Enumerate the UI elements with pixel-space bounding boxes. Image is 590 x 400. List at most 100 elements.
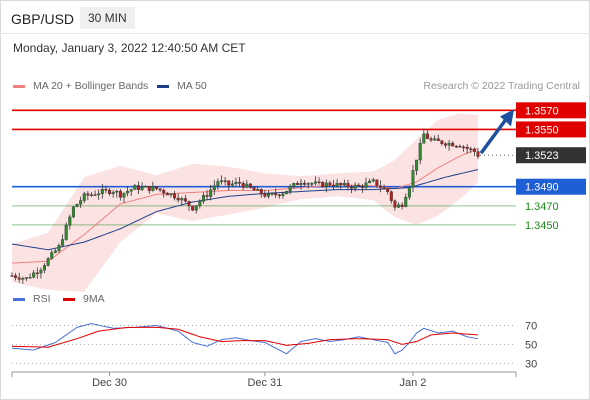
- candle-body: [375, 179, 379, 187]
- candle-body: [129, 189, 133, 192]
- candle-body: [43, 265, 47, 271]
- candle-body: [440, 140, 444, 144]
- candle-body: [288, 186, 292, 192]
- candle-body: [245, 183, 249, 188]
- candle-body: [324, 182, 328, 188]
- candle-body: [50, 252, 54, 259]
- candle-body: [321, 182, 325, 188]
- candle-body: [299, 182, 303, 186]
- candle-body: [263, 193, 267, 197]
- candle-body: [277, 194, 281, 197]
- candle-body: [386, 188, 390, 192]
- candle-body: [216, 181, 220, 186]
- candle-body: [75, 203, 79, 208]
- candle-body: [133, 185, 137, 190]
- candle-body: [118, 190, 122, 198]
- x-tick-label: Jan 2: [400, 377, 427, 389]
- candle-body: [306, 183, 310, 185]
- candle-body: [425, 133, 429, 139]
- candle-body: [104, 189, 108, 191]
- ma20-line: [11, 148, 479, 264]
- rsi-tick-label: 30: [525, 358, 537, 370]
- level-label-1-3490: 1.3490: [525, 182, 559, 194]
- candle-body: [270, 193, 274, 195]
- candle-body: [357, 184, 361, 187]
- candle-body: [10, 275, 14, 277]
- candle-body: [335, 182, 339, 187]
- candle-body: [220, 180, 224, 182]
- candle-body: [292, 183, 296, 187]
- ma9-swatch: [63, 297, 75, 301]
- candle-body: [364, 182, 368, 188]
- legend-9ma-label: 9MA: [83, 293, 105, 305]
- candle-body: [46, 258, 50, 266]
- candle-body: [469, 148, 473, 150]
- header-divider: [0, 33, 590, 34]
- candle-body: [303, 182, 307, 185]
- rsi-swatch: [13, 297, 25, 301]
- candle-body: [187, 201, 191, 207]
- candle-body: [472, 148, 476, 152]
- candle-body: [89, 194, 93, 196]
- candle-body: [108, 189, 112, 194]
- candle-body: [122, 192, 126, 198]
- candle-body: [256, 189, 260, 191]
- candle-body: [32, 272, 36, 278]
- candle-body: [382, 187, 386, 189]
- symbol-title: GBP/USD: [11, 11, 75, 27]
- candle-body: [230, 183, 234, 186]
- candle-body: [350, 186, 354, 189]
- timeframe-button[interactable]: 30 MIN: [80, 7, 135, 29]
- candle-body: [317, 181, 321, 184]
- level-label-1-3450: 1.3450: [525, 220, 559, 232]
- candle-body: [183, 198, 187, 202]
- candle-body: [223, 180, 227, 182]
- candle-body: [252, 187, 256, 191]
- last-price-label: 1.3523: [525, 150, 559, 162]
- candle-body: [339, 182, 343, 186]
- candle-body: [285, 190, 289, 195]
- candle-body: [418, 143, 422, 161]
- candle-body: [281, 193, 285, 196]
- candle-body: [176, 197, 180, 201]
- candle-body: [274, 193, 278, 196]
- candle-body: [259, 189, 263, 195]
- candle-body: [353, 184, 357, 189]
- candle-body: [57, 245, 61, 252]
- candle-body: [79, 200, 83, 205]
- candle-body: [433, 138, 437, 141]
- candle-body: [332, 184, 336, 187]
- candle-body: [465, 146, 469, 149]
- candle-body: [28, 277, 32, 279]
- level-box-1-3550: [516, 121, 586, 138]
- candle-body: [411, 170, 415, 188]
- level-box-1-3570: [516, 102, 586, 119]
- candle-body: [393, 200, 397, 208]
- forecast-arrow-head: [500, 109, 514, 127]
- candle-body: [82, 193, 86, 201]
- candle-body: [462, 146, 466, 149]
- candle-body: [458, 146, 462, 148]
- research-credit: Research © 2022 Trading Central: [423, 80, 580, 92]
- candle-body: [400, 204, 404, 207]
- candle-body: [397, 204, 401, 208]
- candle-body: [147, 186, 151, 191]
- candle-body: [68, 216, 72, 226]
- legend-bollinger: MA 20 + Bollinger Bands: [13, 80, 148, 92]
- legend-ma50-label: MA 50: [177, 80, 207, 92]
- candle-body: [346, 182, 350, 188]
- ma50-swatch: [157, 84, 169, 88]
- candle-body: [71, 206, 75, 218]
- candle-body: [173, 193, 177, 199]
- candle-body: [180, 198, 184, 201]
- candle-body: [436, 138, 440, 141]
- level-box-1-3490: [516, 178, 586, 195]
- candle-body: [429, 138, 433, 141]
- candle-body: [266, 193, 270, 197]
- candle-body: [201, 195, 205, 202]
- bollinger-swatch: [13, 84, 25, 88]
- legend-rsi-label: RSI: [33, 293, 51, 305]
- candle-body: [209, 189, 213, 197]
- legend-ma50: MA 50: [157, 80, 207, 92]
- candle-body: [407, 186, 411, 198]
